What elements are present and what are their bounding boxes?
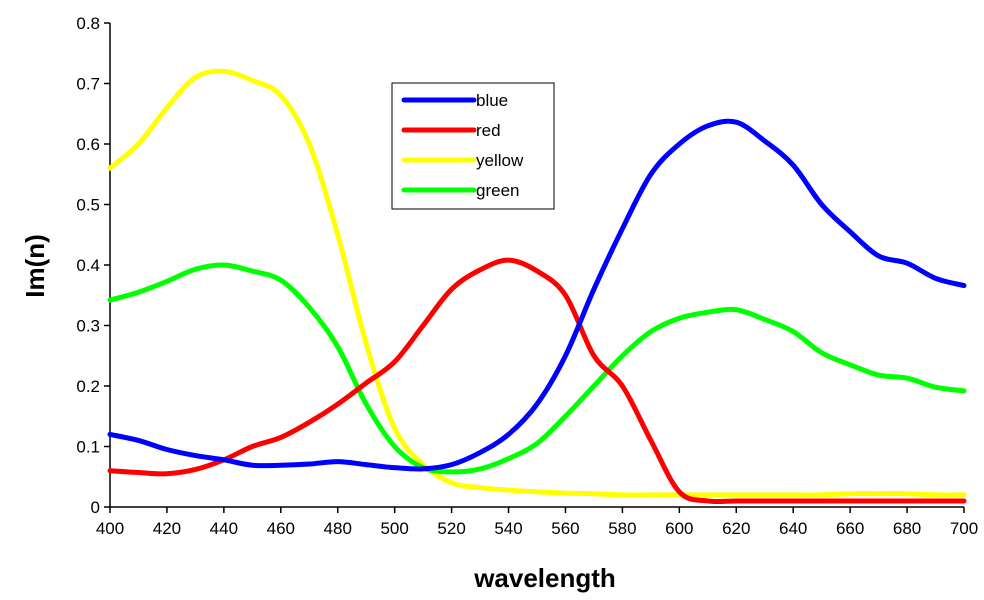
x-tick-label: 600 xyxy=(665,519,693,538)
legend-label-yellow: yellow xyxy=(476,151,524,170)
legend-label-red: red xyxy=(476,121,501,140)
x-axis-title: wavelength xyxy=(473,563,616,593)
y-tick-label: 0.2 xyxy=(76,377,100,396)
series-line-green xyxy=(107,262,967,475)
x-tick-label: 460 xyxy=(267,519,295,538)
series-lines xyxy=(107,68,967,505)
x-tick-label: 520 xyxy=(437,519,465,538)
series-line-blue xyxy=(107,118,967,472)
x-tick-label: 440 xyxy=(210,519,238,538)
y-tick-label: 0 xyxy=(91,498,100,517)
series-line-red xyxy=(107,257,967,505)
legend-label-green: green xyxy=(476,181,519,200)
series-line-yellow xyxy=(107,68,967,498)
y-tick-label: 0.6 xyxy=(76,135,100,154)
legend: blue red yellow green xyxy=(391,82,555,210)
x-axis-ticks: 400 420 440 460 480 500 520 540 560 580 600 620 640 6… xyxy=(96,507,978,538)
y-tick-label: 0.8 xyxy=(76,14,100,33)
y-axis-ticks: 0 0.1 0.2 0.3 0.4 0.5 0.6 0.7 0.8 xyxy=(76,14,110,517)
x-tick-label: 580 xyxy=(608,519,636,538)
x-tick-label: 620 xyxy=(722,519,750,538)
x-tick-label: 560 xyxy=(551,519,579,538)
x-tick-label: 480 xyxy=(324,519,352,538)
y-axis-title: Im(n) xyxy=(20,234,50,298)
y-tick-label: 0.5 xyxy=(76,196,100,215)
y-tick-label: 0.3 xyxy=(76,317,100,336)
x-tick-label: 680 xyxy=(893,519,921,538)
x-tick-label: 500 xyxy=(380,519,408,538)
legend-label-blue: blue xyxy=(476,91,508,110)
x-tick-label: 700 xyxy=(950,519,978,538)
y-tick-label: 0.4 xyxy=(76,256,100,275)
x-tick-label: 400 xyxy=(96,519,124,538)
y-tick-label: 0.7 xyxy=(76,75,100,94)
x-tick-label: 660 xyxy=(836,519,864,538)
x-tick-label: 420 xyxy=(153,519,181,538)
x-tick-label: 640 xyxy=(779,519,807,538)
y-tick-label: 0.1 xyxy=(76,438,100,457)
x-tick-label: 540 xyxy=(494,519,522,538)
